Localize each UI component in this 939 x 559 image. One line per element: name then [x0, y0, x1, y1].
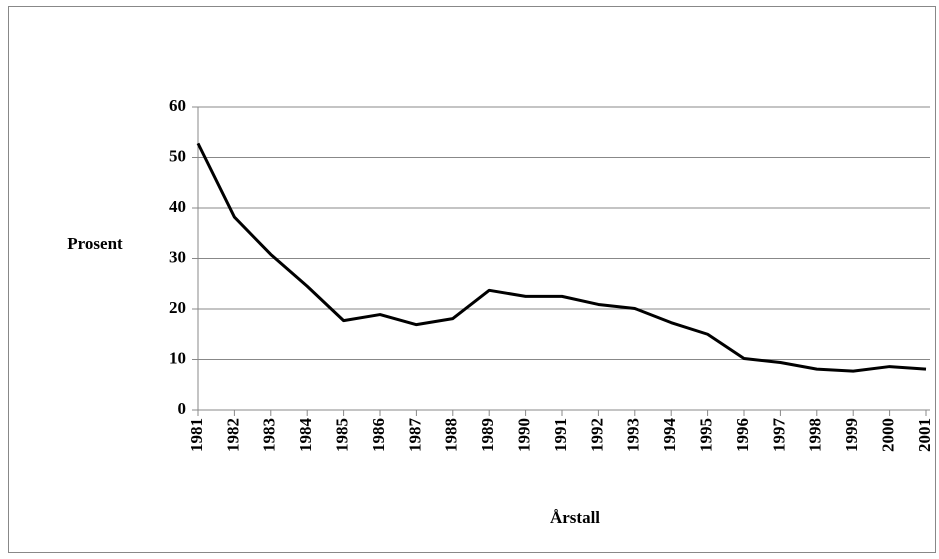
x-tick-label: 1992 — [587, 418, 606, 452]
y-tick-label: 0 — [178, 399, 187, 418]
x-tick-label: 1997 — [769, 418, 788, 453]
x-tick-label: 1989 — [478, 418, 497, 452]
data-line — [196, 142, 927, 373]
y-tick-label: 20 — [169, 298, 186, 317]
x-tick-label: 1991 — [551, 418, 570, 452]
y-tick-label: 60 — [169, 96, 186, 115]
x-tick-label: 1998 — [806, 418, 825, 452]
x-tick-label: 1988 — [442, 418, 461, 452]
x-tick-label: 1987 — [405, 418, 424, 453]
x-axis-label: Årstall — [550, 508, 600, 527]
y-tick-label: 10 — [169, 348, 186, 367]
x-tick-label: 1985 — [333, 418, 352, 452]
y-axis-label: Prosent — [67, 234, 123, 253]
y-tick-label: 50 — [169, 146, 186, 165]
chart-frame — [8, 6, 936, 553]
x-tick-label: 2000 — [879, 418, 898, 452]
x-tick-label: 1994 — [660, 418, 679, 453]
x-tick-label: 1984 — [296, 418, 315, 453]
x-tick-label: 1993 — [624, 418, 643, 452]
y-tick-label: 40 — [169, 197, 186, 216]
y-tick-label: 30 — [169, 247, 186, 266]
x-tick-label: 1996 — [733, 418, 752, 452]
x-tick-label: 1983 — [260, 418, 279, 452]
x-tick-label: 1986 — [369, 418, 388, 452]
x-tick-label: 1990 — [515, 418, 534, 452]
x-tick-label: 1981 — [187, 418, 206, 452]
x-tick-label: 1995 — [697, 418, 716, 452]
x-tick-label: 1999 — [842, 418, 861, 452]
x-tick-label: 2001 — [915, 418, 934, 452]
x-tick-label: 1982 — [223, 418, 242, 452]
